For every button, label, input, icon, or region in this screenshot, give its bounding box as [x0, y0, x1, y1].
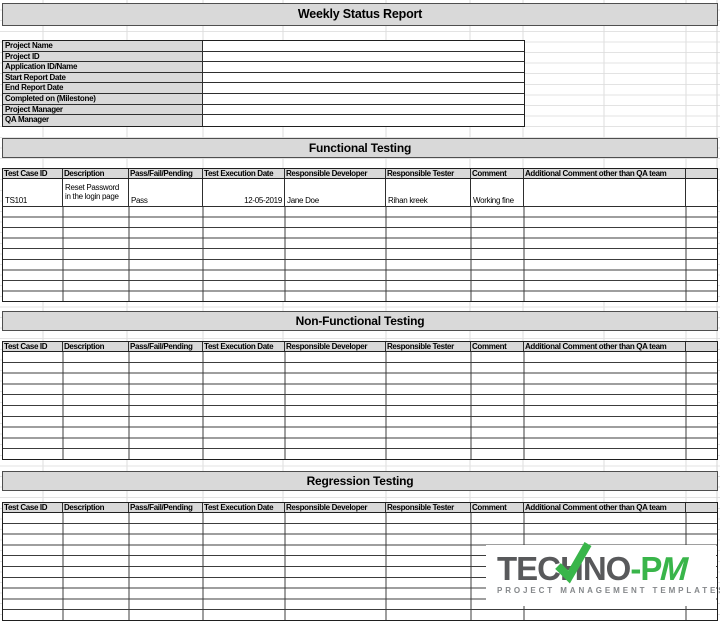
column-header-status: Pass/Fail/Pending [129, 503, 203, 512]
report-title: Weekly Status Report [2, 3, 718, 26]
column-header-description: Description [63, 503, 129, 512]
field-label-project-name: Project Name [3, 41, 203, 51]
column-header-comment: Comment [471, 342, 524, 351]
column-header-description: Description [63, 169, 129, 178]
functional-table-row: TS101 Reset Password in the login page P… [2, 179, 718, 207]
brand-text-m: M [656, 550, 693, 587]
field-label-completed-on: Completed on (Milestone) [3, 93, 203, 104]
column-header-execution-date: Test Execution Date [203, 342, 285, 351]
section-title-functional: Functional Testing [2, 138, 718, 158]
column-header-test-case-id: Test Case ID [3, 342, 63, 351]
field-value-project-id[interactable] [203, 51, 524, 62]
functional-table-header: Test Case ID Description Pass/Fail/Pendi… [2, 168, 718, 179]
column-header-extra [686, 503, 717, 512]
regression-table-header: Test Case ID Description Pass/Fail/Pendi… [2, 502, 718, 513]
non-functional-table-header: Test Case ID Description Pass/Fail/Pendi… [2, 341, 718, 352]
brand-tagline: PROJECT MANAGEMENT TEMPLATES [497, 586, 720, 595]
brand-letter-h: H [555, 542, 592, 585]
column-header-developer: Responsible Developer [285, 503, 386, 512]
column-header-execution-date: Test Execution Date [203, 169, 285, 178]
cell-comment[interactable]: Working fine [471, 179, 524, 206]
column-header-extra [686, 342, 717, 351]
field-label-qa-manager: QA Manager [3, 115, 203, 126]
cell-test-case-id[interactable]: TS101 [3, 179, 63, 206]
field-value-start-report-date[interactable] [203, 72, 524, 83]
cell-description[interactable]: Reset Password in the login page [63, 179, 129, 206]
field-label-project-id: Project ID [3, 51, 203, 62]
cell-execution-date[interactable]: 12-05-2019 [203, 179, 285, 206]
cell-developer[interactable]: Jane Doe [285, 179, 386, 206]
project-info-row: Project Name [3, 41, 524, 52]
column-header-test-case-id: Test Case ID [3, 503, 63, 512]
field-value-qa-manager[interactable] [203, 115, 524, 126]
field-label-application-id: Application ID/Name [3, 62, 203, 72]
column-header-comment: Comment [471, 169, 524, 178]
column-header-description: Description [63, 342, 129, 351]
functional-empty-rows[interactable] [2, 207, 718, 302]
column-header-status: Pass/Fail/Pending [129, 169, 203, 178]
section-title-regression: Regression Testing [2, 471, 718, 491]
column-header-tester: Responsible Tester [386, 169, 471, 178]
column-header-additional-comment: Additional Comment other than QA team [524, 503, 686, 512]
field-label-end-report-date: End Report Date [3, 83, 203, 93]
cell-status[interactable]: Pass [129, 179, 203, 206]
field-value-project-manager[interactable] [203, 104, 524, 115]
cell-extra[interactable] [686, 179, 717, 206]
field-value-application-id[interactable] [203, 62, 524, 72]
column-header-additional-comment: Additional Comment other than QA team [524, 342, 686, 351]
project-info-table: Project Name Project ID Application ID/N… [2, 40, 525, 127]
cell-tester[interactable]: Rihan kreek [386, 179, 471, 206]
cell-additional-comment[interactable] [524, 179, 686, 206]
brand-logo: TECH NO-PM PROJECT MANAGEMENT TEMPLATES [486, 542, 720, 606]
column-header-execution-date: Test Execution Date [203, 503, 285, 512]
project-info-row: QA Manager [3, 115, 524, 126]
brand-wordmark: TECH NO-PM [497, 542, 716, 587]
column-header-additional-comment: Additional Comment other than QA team [524, 169, 686, 178]
column-header-extra [686, 169, 717, 178]
brand-text-tec: TEC [497, 550, 561, 587]
brand-text-no: NO [582, 550, 631, 587]
column-header-tester: Responsible Tester [386, 503, 471, 512]
field-value-completed-on[interactable] [203, 93, 524, 104]
project-info-row: End Report Date [3, 83, 524, 94]
brand-text-dash-p: -P [630, 550, 662, 587]
project-info-row: Application ID/Name [3, 62, 524, 73]
field-value-end-report-date[interactable] [203, 83, 524, 93]
checkmark-icon [555, 542, 592, 584]
project-info-row: Completed on (Milestone) [3, 93, 524, 105]
section-title-non-functional: Non-Functional Testing [2, 311, 718, 331]
column-header-developer: Responsible Developer [285, 342, 386, 351]
column-header-tester: Responsible Tester [386, 342, 471, 351]
project-info-row: Project ID [3, 51, 524, 63]
field-value-project-name[interactable] [203, 41, 524, 51]
column-header-developer: Responsible Developer [285, 169, 386, 178]
column-header-status: Pass/Fail/Pending [129, 342, 203, 351]
column-header-comment: Comment [471, 503, 524, 512]
column-header-test-case-id: Test Case ID [3, 169, 63, 178]
project-info-row: Start Report Date [3, 72, 524, 84]
non-functional-empty-rows[interactable] [2, 352, 718, 460]
field-label-project-manager: Project Manager [3, 104, 203, 115]
field-label-start-report-date: Start Report Date [3, 72, 203, 83]
project-info-row: Project Manager [3, 104, 524, 116]
